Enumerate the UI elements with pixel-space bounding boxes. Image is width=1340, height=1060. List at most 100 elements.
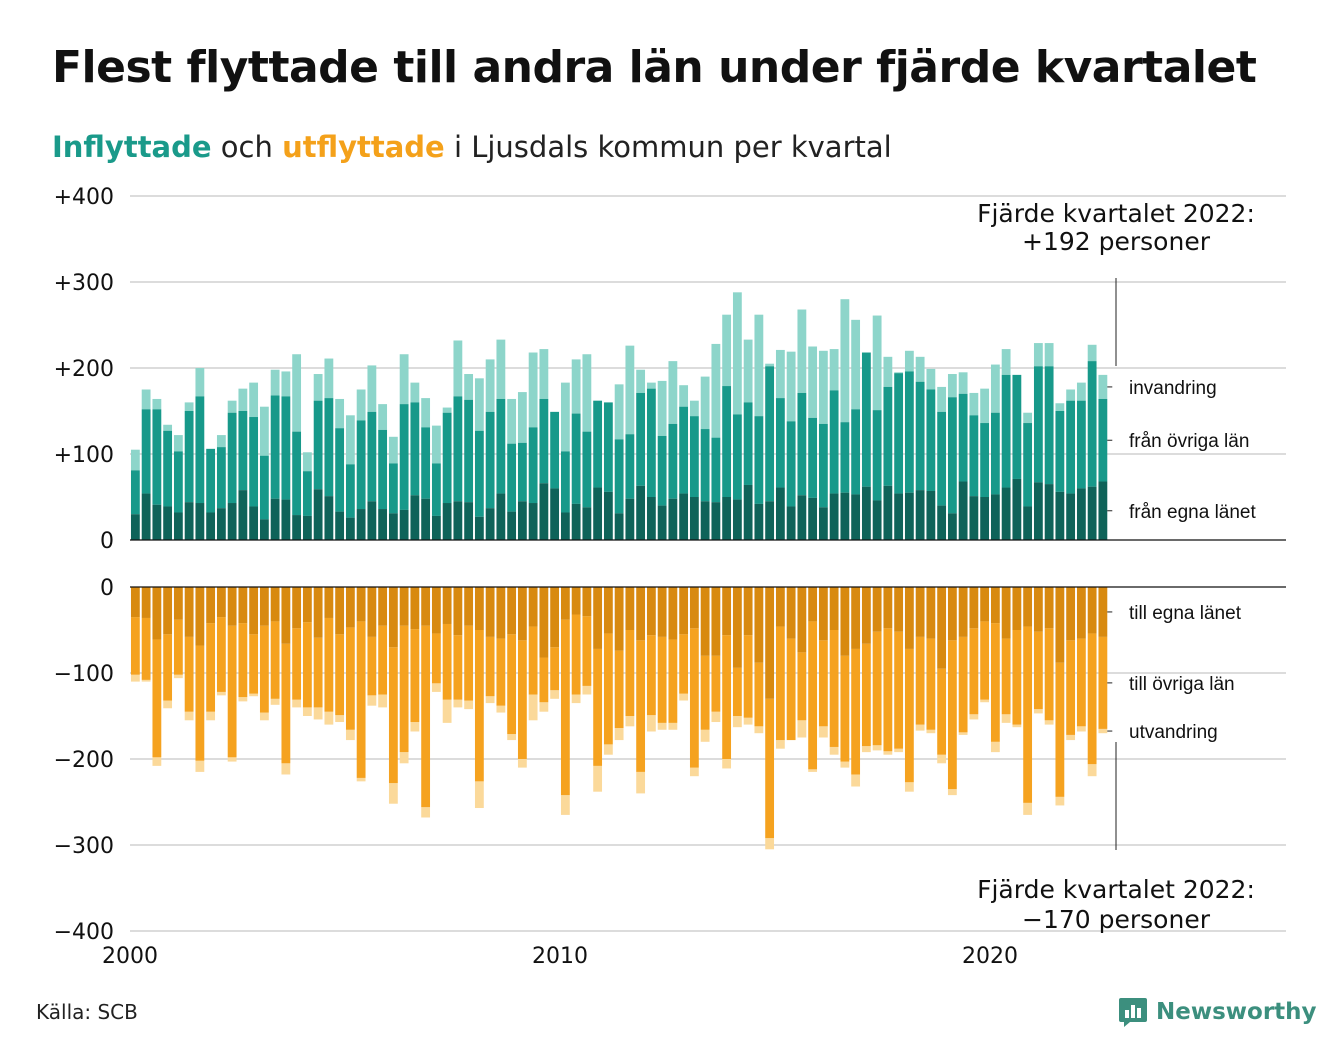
brand-logo[interactable]: Newsworthy	[1118, 996, 1317, 1028]
inflow-bar-group	[571, 359, 581, 540]
bar-fran-egna-lanet	[388, 513, 398, 540]
bar-utvandring	[388, 783, 398, 804]
inflow-bar-group	[947, 374, 957, 540]
series-label: utvandring	[1129, 722, 1218, 743]
bar-fran-ovriga-lan	[915, 381, 925, 491]
inflow-bar-group	[1098, 374, 1108, 540]
bar-till-egna-lanet	[990, 587, 1000, 624]
y-tick-label: −400	[54, 920, 114, 945]
bar-till-ovriga-lan	[485, 636, 495, 697]
bar-invandring	[808, 346, 818, 418]
bar-fran-egna-lanet	[141, 493, 151, 540]
inflow-bar-group	[1087, 344, 1097, 540]
outflow-bar-group	[754, 587, 764, 734]
bar-invandring	[453, 340, 463, 397]
bar-invandring	[872, 315, 882, 411]
bar-till-egna-lanet	[216, 587, 226, 618]
bar-utvandring	[560, 795, 570, 815]
bar-till-egna-lanet	[829, 587, 839, 630]
bar-fran-egna-lanet	[990, 494, 1000, 540]
bar-utvandring	[646, 715, 656, 732]
bar-utvandring	[431, 683, 441, 692]
bar-fran-egna-lanet	[582, 507, 592, 540]
bar-fran-ovriga-lan	[474, 430, 484, 517]
bar-till-ovriga-lan	[937, 668, 947, 755]
bar-fran-ovriga-lan	[464, 399, 474, 503]
bar-utvandring	[1055, 796, 1065, 806]
bar-till-ovriga-lan	[980, 621, 990, 700]
bar-till-ovriga-lan	[636, 640, 646, 772]
bar-till-egna-lanet	[388, 587, 398, 648]
bar-fran-ovriga-lan	[496, 398, 506, 494]
bar-fran-egna-lanet	[399, 509, 409, 540]
inflow-bar-group	[399, 354, 409, 540]
bar-fran-egna-lanet	[883, 485, 893, 540]
bar-utvandring	[969, 714, 979, 720]
bar-invandring	[969, 392, 979, 416]
outflow-bar-group	[808, 587, 818, 772]
bar-till-egna-lanet	[743, 587, 753, 636]
bar-fran-ovriga-lan	[560, 451, 570, 513]
inflow-bar-group	[614, 384, 624, 540]
bar-utvandring	[668, 722, 678, 730]
bar-till-egna-lanet	[367, 587, 377, 637]
bar-till-ovriga-lan	[797, 652, 807, 721]
outflow-bar-group	[238, 587, 248, 702]
bar-fran-egna-lanet	[872, 500, 882, 540]
bar-till-egna-lanet	[1012, 587, 1022, 630]
bar-fran-ovriga-lan	[367, 411, 377, 502]
bar-till-ovriga-lan	[130, 617, 140, 675]
bar-utvandring	[732, 716, 742, 728]
bar-invandring	[657, 380, 667, 436]
annotation-bottom-label: Fjärde kvartalet 2022:	[977, 875, 1255, 904]
bar-invandring	[947, 374, 957, 398]
bar-fran-ovriga-lan	[313, 400, 323, 490]
bar-fran-egna-lanet	[958, 481, 968, 540]
bar-till-egna-lanet	[582, 587, 592, 617]
inflow-bar-group	[313, 374, 323, 540]
outflow-bar-group	[689, 587, 699, 777]
inflow-bar-group	[1076, 382, 1086, 540]
bar-utvandring	[141, 679, 151, 682]
inflow-bar-group	[861, 352, 871, 540]
bar-fran-egna-lanet	[937, 505, 947, 540]
bar-fran-ovriga-lan	[517, 442, 527, 502]
bar-fran-egna-lanet	[786, 506, 796, 540]
bar-utvandring	[689, 767, 699, 777]
bar-invandring	[636, 369, 646, 393]
bar-till-ovriga-lan	[765, 698, 775, 839]
bar-fran-ovriga-lan	[926, 389, 936, 491]
bar-utvandring	[679, 693, 689, 701]
bar-till-ovriga-lan	[614, 650, 624, 729]
outflow-bar-group	[539, 587, 549, 712]
bar-fran-ovriga-lan	[689, 416, 699, 497]
inflow-bar-group	[270, 369, 280, 540]
outflow-bar-group	[818, 587, 828, 738]
bar-invandring	[464, 374, 474, 400]
bar-utvandring	[195, 760, 205, 772]
bar-invandring	[281, 371, 291, 397]
bar-fran-ovriga-lan	[636, 392, 646, 486]
bar-invandring	[195, 368, 205, 397]
bars-layer	[130, 292, 1108, 850]
outflow-bar-group	[625, 587, 635, 727]
outflow-bar-group	[453, 587, 463, 708]
bar-invandring	[1033, 343, 1043, 367]
bar-utvandring	[464, 700, 474, 710]
bar-till-egna-lanet	[313, 587, 323, 638]
bar-fran-ovriga-lan	[1033, 366, 1043, 483]
series-label: från egna länet	[1129, 502, 1256, 523]
bar-fran-ovriga-lan	[528, 427, 538, 504]
bar-invandring	[786, 351, 796, 422]
bar-utvandring	[1001, 714, 1011, 723]
bar-invandring	[388, 436, 398, 464]
bar-till-egna-lanet	[560, 587, 570, 620]
bar-fran-egna-lanet	[1033, 482, 1043, 540]
inflow-bar-group	[238, 388, 248, 540]
bar-fran-egna-lanet	[184, 502, 194, 540]
brand-name: Newsworthy	[1156, 999, 1317, 1025]
bar-utvandring	[184, 711, 194, 721]
bar-till-ovriga-lan	[507, 634, 517, 735]
outflow-bar-group	[528, 587, 538, 721]
bar-fran-egna-lanet	[292, 515, 302, 540]
